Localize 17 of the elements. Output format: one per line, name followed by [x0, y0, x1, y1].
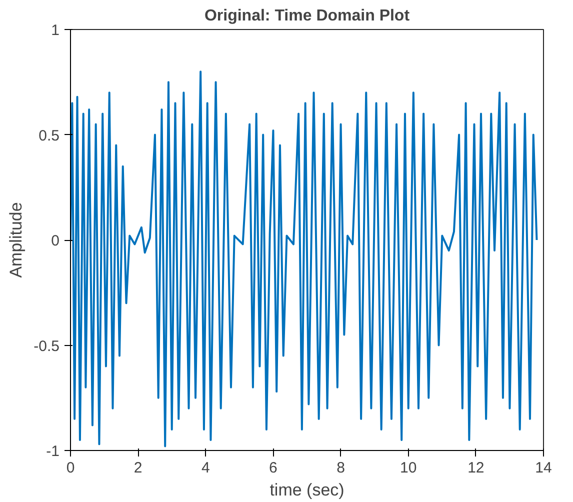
chart-title: Original: Time Domain Plot — [204, 8, 410, 24]
x-tick-label: 4 — [201, 460, 210, 476]
y-axis-title: Amplitude — [6, 202, 26, 278]
x-tick-label: 14 — [535, 460, 552, 476]
x-axis-title: time (sec) — [270, 480, 344, 500]
y-tick-label: 1 — [51, 22, 60, 39]
x-tick-label: 2 — [134, 460, 142, 476]
y-tick-label: -0.5 — [34, 338, 60, 355]
line-series — [70, 70, 538, 448]
x-tick-label: 8 — [336, 460, 345, 476]
x-tick-label: 6 — [269, 460, 278, 476]
y-tick-label: 0 — [51, 232, 60, 250]
x-tick-label: 10 — [400, 460, 417, 476]
x-tick-label: 0 — [66, 460, 75, 476]
x-tick-label: 12 — [468, 460, 484, 476]
y-tick-label: 0.5 — [38, 127, 60, 144]
y-tick-label: -1 — [46, 443, 60, 460]
